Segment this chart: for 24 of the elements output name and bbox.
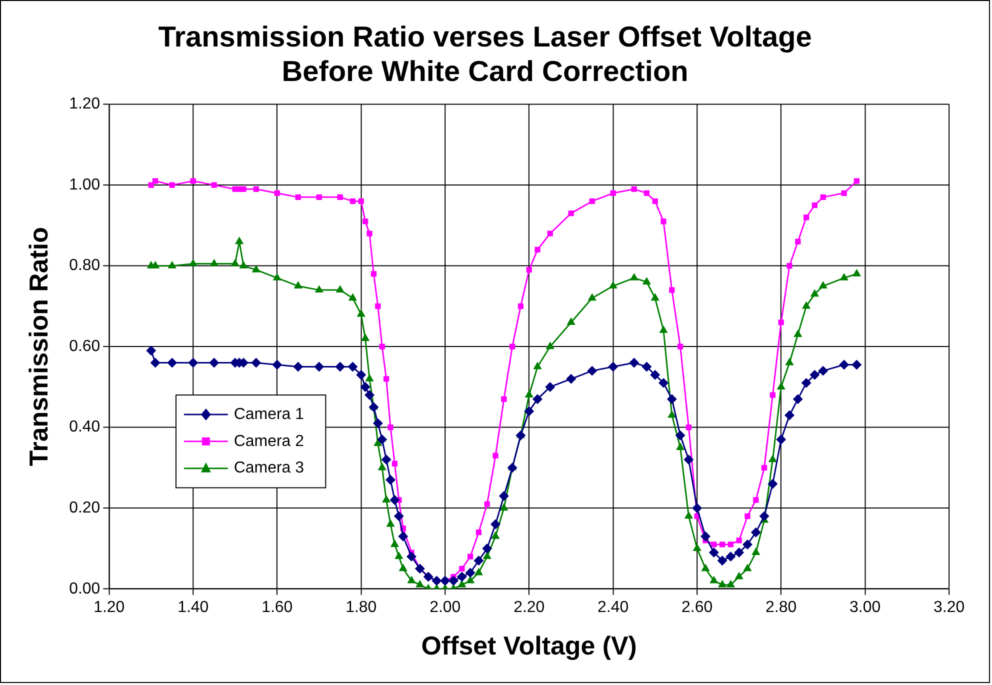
x-tick-label: 1.60 (262, 598, 293, 616)
x-tick-label: 3.00 (850, 598, 881, 616)
legend-label: Camera 1 (234, 406, 304, 423)
y-tick-label: 0.20 (69, 500, 100, 516)
legend-label: Camera 3 (234, 460, 304, 477)
y-tick-label: 0.40 (69, 418, 100, 436)
x-tick-label: 3.20 (934, 598, 965, 616)
y-tick-label: 1.20 (69, 96, 100, 113)
x-tick-label: 1.20 (94, 598, 125, 616)
x-tick-label: 2.40 (598, 598, 629, 616)
y-tick-label: 0.80 (69, 257, 100, 274)
legend-label: Camera 2 (234, 432, 304, 450)
x-tick-label: 2.60 (682, 598, 713, 616)
x-tick-label: 2.80 (766, 598, 797, 616)
y-tick-label: 1.00 (69, 176, 100, 194)
x-tick-label: 1.40 (178, 598, 209, 616)
y-tick-label: 0.60 (69, 338, 100, 355)
x-tick-label: 2.20 (514, 598, 545, 616)
chart-title: Transmission Ratio verses Laser Offset Voltage Before White Card Correction (158, 21, 812, 88)
x-tick-label: 2.00 (430, 598, 461, 616)
x-axis-title: Offset Voltage (V) (421, 632, 637, 661)
x-tick-label: 1.80 (346, 598, 377, 616)
y-axis-title: Transmission Ratio (26, 227, 54, 466)
y-tick-label: 0.00 (69, 580, 100, 598)
